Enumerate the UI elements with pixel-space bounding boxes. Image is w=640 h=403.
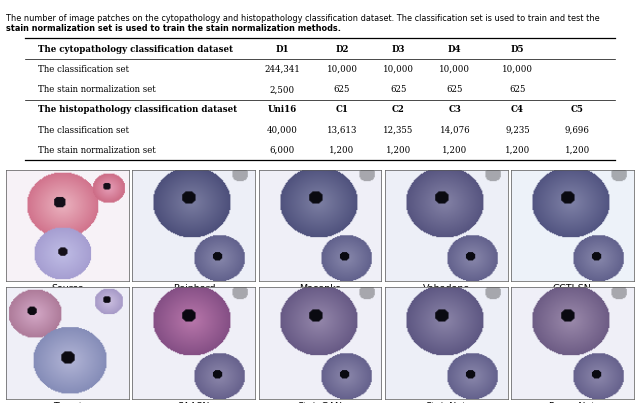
- Text: The stain normalization set: The stain normalization set: [38, 146, 156, 155]
- Text: Uni16: Uni16: [268, 106, 297, 114]
- Text: The cytopathology classification dataset: The cytopathology classification dataset: [38, 45, 233, 54]
- Text: D5: D5: [511, 45, 524, 54]
- X-axis label: ParamNet
0.810/0.972: ParamNet 0.810/0.972: [543, 402, 601, 403]
- Text: C5: C5: [571, 106, 584, 114]
- Text: The classification set: The classification set: [38, 126, 129, 135]
- X-axis label: StainGAN
0.761/0.932: StainGAN 0.761/0.932: [291, 402, 349, 403]
- Text: 10,000: 10,000: [383, 65, 414, 74]
- Text: 625: 625: [447, 85, 463, 94]
- Text: D4: D4: [448, 45, 461, 54]
- Text: 244,341: 244,341: [264, 65, 300, 74]
- Text: 9,696: 9,696: [564, 126, 589, 135]
- X-axis label: StainNet
0.808/0.969: StainNet 0.808/0.969: [417, 402, 475, 403]
- Text: 10,000: 10,000: [439, 65, 470, 74]
- Text: The histopathology classification dataset: The histopathology classification datase…: [38, 106, 237, 114]
- Text: C2: C2: [392, 106, 405, 114]
- Text: The stain normalization set: The stain normalization set: [38, 85, 156, 94]
- Text: C1: C1: [335, 106, 348, 114]
- Text: 2,500: 2,500: [270, 85, 295, 94]
- Text: D3: D3: [392, 45, 405, 54]
- X-axis label: Target: Target: [53, 402, 83, 403]
- Text: 1,200: 1,200: [442, 146, 467, 155]
- X-axis label: Reinhard
0.719/0.863: Reinhard 0.719/0.863: [165, 284, 223, 303]
- Text: 1,200: 1,200: [386, 146, 411, 155]
- X-axis label: Source
SSIM Target/SSIM Source: Source SSIM Target/SSIM Source: [10, 284, 127, 303]
- Text: 9,235: 9,235: [505, 126, 530, 135]
- Text: 14,076: 14,076: [440, 126, 470, 135]
- Text: stain normalization set is used to train the stain normalization methods.: stain normalization set is used to train…: [6, 24, 341, 33]
- Text: 625: 625: [509, 85, 526, 94]
- Text: D1: D1: [276, 45, 289, 54]
- Text: 6,000: 6,000: [269, 146, 295, 155]
- Text: 10,000: 10,000: [502, 65, 533, 74]
- Text: The classification set: The classification set: [38, 65, 129, 74]
- X-axis label: Macenko
0.686/0.838: Macenko 0.686/0.838: [291, 284, 349, 303]
- Text: The number of image patches on the cytopathology and histopathology classificati: The number of image patches on the cytop…: [6, 14, 600, 23]
- X-axis label: Vahadane
0.697/0.850: Vahadane 0.697/0.850: [417, 284, 475, 303]
- Text: 10,000: 10,000: [326, 65, 358, 74]
- Text: D2: D2: [335, 45, 349, 54]
- X-axis label: GCTI-SN
0.754/0.931: GCTI-SN 0.754/0.931: [543, 284, 601, 303]
- Text: 1,200: 1,200: [505, 146, 530, 155]
- Text: 625: 625: [390, 85, 406, 94]
- X-axis label: SAASN
0.787/0.992: SAASN 0.787/0.992: [165, 402, 223, 403]
- Text: 12,355: 12,355: [383, 126, 413, 135]
- Text: 40,000: 40,000: [267, 126, 298, 135]
- Text: C4: C4: [511, 106, 524, 114]
- Text: 625: 625: [333, 85, 350, 94]
- Text: 13,613: 13,613: [327, 126, 357, 135]
- Text: 1,200: 1,200: [564, 146, 590, 155]
- Text: 1,200: 1,200: [330, 146, 355, 155]
- Text: C3: C3: [449, 106, 461, 114]
